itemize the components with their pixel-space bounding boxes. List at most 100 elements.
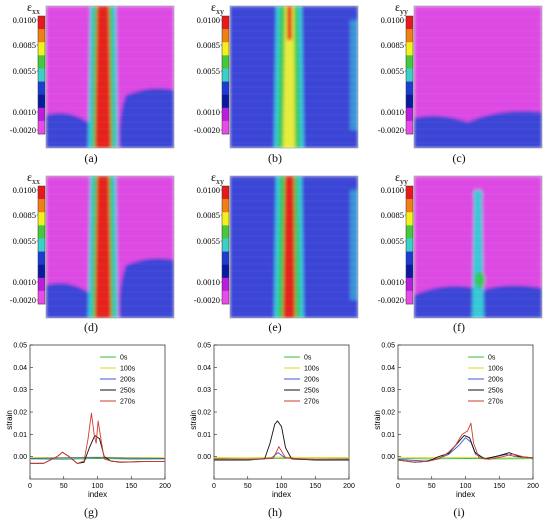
colorbar-segment xyxy=(222,120,229,135)
colorbar-tick-label: 0.0010 xyxy=(197,107,220,117)
x-tick-label: 50 xyxy=(244,483,252,490)
colorbar-segment xyxy=(38,55,45,69)
strain-map-f: εyy 0.0100 0.0085 0.0055 0.0010 -0.0020 xyxy=(368,170,550,320)
strain-profile-chart-h: 0.05 0.04 0.03 0.02 0.01 0.00 0 50 100 150 200 inde… xyxy=(184,335,366,503)
colorbar-segment xyxy=(222,290,229,305)
legend-label: 0s xyxy=(304,355,312,362)
colorbar-segment xyxy=(38,225,45,239)
y-tick-label: 0.03 xyxy=(197,387,211,394)
colorbar-tick-label: 0.0055 xyxy=(13,66,36,76)
legend-label: 270s xyxy=(304,399,320,406)
strain-map-c: εyy 0.0100 0.0085 0.0055 0.0010 -0.0020 xyxy=(368,0,550,150)
strain-symbol: εxy xyxy=(211,170,224,186)
colorbar-segment xyxy=(38,264,45,279)
colorbar-tick-label: 0.0055 xyxy=(197,236,220,246)
caption-a: (a) xyxy=(84,151,98,165)
colorbar-segment xyxy=(222,186,229,200)
x-tick-label: 150 xyxy=(493,483,505,490)
x-tick-label: 150 xyxy=(309,483,321,490)
colorbar-tick-label: 0.0085 xyxy=(381,210,404,220)
y-tick-label: 0.03 xyxy=(381,387,395,394)
map-frame xyxy=(229,175,359,319)
colorbar-frame xyxy=(405,15,414,135)
colorbar-frame xyxy=(405,185,414,305)
colorbar-segment xyxy=(222,55,229,69)
y-axis-label: strain xyxy=(5,410,14,430)
y-tick-label: 0.03 xyxy=(13,387,27,394)
caption-h: (h) xyxy=(268,505,282,519)
y-tick-label: 0.05 xyxy=(381,343,395,350)
colorbar-segment xyxy=(38,42,45,56)
colorbar-segment xyxy=(38,16,45,30)
colorbar-segment xyxy=(38,212,45,226)
colorbar-tick-label: 0.0085 xyxy=(381,40,404,50)
colorbar-segment xyxy=(406,199,413,213)
y-axis-label: strain xyxy=(373,410,382,430)
colorbar-segment xyxy=(406,16,413,30)
colorbar-segment xyxy=(406,264,413,279)
colorbar-tick-label: 0.0100 xyxy=(13,15,36,25)
map-frame xyxy=(413,175,543,319)
colorbar-segment xyxy=(406,225,413,239)
colorbar-segment xyxy=(38,238,45,252)
legend-label: 200s xyxy=(120,377,136,384)
colorbar-segment xyxy=(38,81,45,95)
map-frame xyxy=(45,175,175,319)
strain-symbol: εyy xyxy=(395,0,408,16)
colorbar-segment xyxy=(406,42,413,56)
colorbar-tick-label: 0.0100 xyxy=(13,185,36,195)
colorbar-segment xyxy=(38,107,45,122)
x-axis-label: index xyxy=(88,490,107,499)
strain-field xyxy=(414,6,542,148)
colorbar-frame xyxy=(37,15,46,135)
colorbar-tick-label: 0.0055 xyxy=(381,236,404,246)
series-line-270s xyxy=(214,446,349,460)
legend-label: 100s xyxy=(304,366,320,373)
strain-symbol: εxy xyxy=(211,0,224,16)
colorbar-segment xyxy=(38,199,45,213)
legend-label: 250s xyxy=(304,388,320,395)
colorbar-segment xyxy=(38,68,45,82)
colorbar-segment xyxy=(406,68,413,82)
colorbar-segment xyxy=(222,251,229,265)
colorbar-segment xyxy=(406,29,413,43)
colorbar-tick-label: 0.0085 xyxy=(197,210,220,220)
colorbar-segment xyxy=(406,94,413,109)
colorbar-segment xyxy=(406,81,413,95)
chart-svg: 0.05 0.04 0.03 0.02 0.01 0.00 0 50 100 150 200 inde… xyxy=(373,343,539,500)
strain-field xyxy=(230,176,358,318)
y-tick-label: 0.01 xyxy=(381,432,395,439)
colorbar-segment xyxy=(406,251,413,265)
x-axis-label: index xyxy=(456,490,475,499)
colorbar-segment xyxy=(38,277,45,292)
legend-label: 100s xyxy=(120,366,136,373)
colorbar-tick-label: 0.0085 xyxy=(197,40,220,50)
colorbar-segment xyxy=(38,251,45,265)
colorbar-segment xyxy=(222,42,229,56)
caption-b: (b) xyxy=(268,151,282,165)
y-tick-label: 0.00 xyxy=(197,454,211,461)
series-line-200s xyxy=(397,437,534,462)
colorbar-segment xyxy=(222,238,229,252)
map-frame xyxy=(45,5,175,149)
strain-map-e: εxy 0.0100 0.0085 0.0055 0.0010 -0.0020 xyxy=(184,170,366,320)
strain-field xyxy=(46,176,174,318)
x-tick-label: 200 xyxy=(527,483,539,490)
colorbar-tick-label: 0.0010 xyxy=(13,277,36,287)
colorbar-tick-label: -0.0020 xyxy=(194,125,220,135)
series-line-250s xyxy=(214,420,349,461)
colorbar-segment xyxy=(38,94,45,109)
caption-i: (i) xyxy=(453,505,465,519)
y-tick-label: 0.05 xyxy=(13,343,27,350)
caption-g: (g) xyxy=(84,505,98,519)
y-tick-label: 0.04 xyxy=(381,365,395,372)
series-line-200s xyxy=(29,457,166,459)
colorbar-segment xyxy=(222,264,229,279)
strain-symbol: εyy xyxy=(395,170,408,186)
